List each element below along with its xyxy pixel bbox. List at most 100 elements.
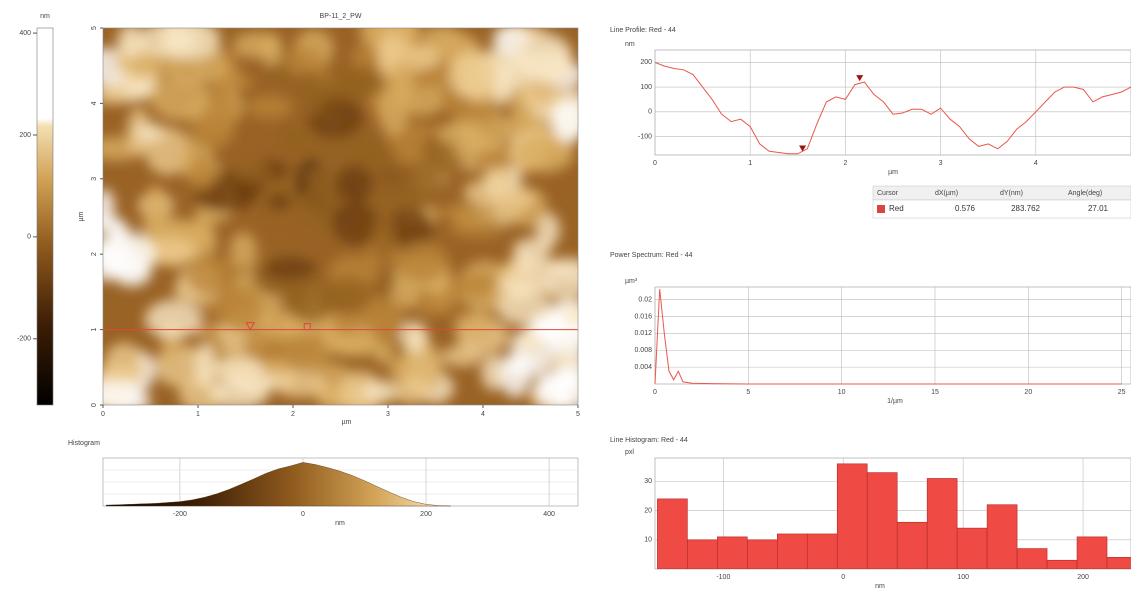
grain: [333, 130, 389, 164]
y-tick-label: 5: [91, 26, 98, 30]
grain: [372, 212, 396, 262]
y-axis-label: pxl: [625, 449, 634, 456]
content: BP-11_2_PW0 1 2 3 4 5012345µmµmnm-2000200400H…: [17, 13, 1131, 590]
colorbar-tick-label: -200: [17, 336, 31, 343]
grain: [393, 377, 430, 405]
grain: [380, 164, 445, 209]
grain: [481, 354, 507, 391]
y-tick-label: 30: [644, 478, 652, 485]
x-tick-label: 200: [420, 511, 432, 518]
grain: [134, 122, 165, 142]
y-tick-label: 2: [91, 252, 98, 256]
image-title: BP-11_2_PW: [320, 13, 362, 20]
bar: [1076, 536, 1108, 569]
texture: [103, 28, 578, 405]
grain: [519, 79, 562, 113]
grain: [263, 256, 317, 281]
grain: [457, 57, 479, 96]
table-header: Angle(deg): [1068, 190, 1102, 197]
grain: [103, 364, 136, 383]
x-tick-label: 1: [196, 411, 200, 418]
bar: [776, 533, 808, 569]
x-tick-label: 0: [841, 574, 845, 581]
y-axis-label: µm: [78, 211, 85, 221]
x-tick-label: 400: [543, 511, 555, 518]
grain: [117, 28, 145, 60]
grain: [144, 299, 202, 340]
image-cursor: [245, 322, 256, 331]
x-tick-label: 5: [746, 389, 750, 396]
table-header: Cursor: [877, 190, 899, 197]
grain: [266, 192, 292, 211]
colorbar: [36, 27, 54, 406]
plot-title: Line Profile: Red - 44: [610, 27, 676, 34]
grain: [258, 310, 304, 339]
grain: [144, 237, 197, 265]
grain: [103, 378, 144, 405]
x-tick-label: 0: [653, 389, 657, 396]
grain: [209, 377, 270, 405]
x-axis-label: nm: [875, 583, 885, 590]
grain: [484, 167, 513, 186]
table-cell: 27.01: [1088, 204, 1109, 213]
table-cell: Red: [889, 204, 904, 213]
x-axis-label: µm: [888, 169, 898, 176]
grain: [297, 70, 325, 118]
y-tick-label: 0: [91, 403, 98, 407]
grain: [229, 231, 257, 270]
table-cell: 283.762: [1011, 204, 1040, 213]
y-tick-label: 20: [644, 507, 652, 514]
bar: [806, 533, 838, 569]
y-tick-label: 200: [640, 59, 652, 66]
grain: [185, 255, 239, 297]
x-tick-label: 15: [931, 389, 939, 396]
y-tick-label: 3: [91, 177, 98, 181]
x-tick-label: -200: [173, 511, 187, 518]
histogram-area: [105, 462, 451, 507]
grain: [514, 331, 544, 354]
afm-image: [103, 28, 578, 405]
grain: [420, 28, 463, 51]
grain: [535, 212, 561, 248]
bar: [926, 478, 958, 569]
x-tick-label: 0: [653, 160, 657, 167]
colorbar-tick-label: 0: [27, 234, 31, 241]
cursor-marker: [799, 145, 807, 152]
grain: [103, 249, 123, 282]
grain: [188, 156, 217, 191]
x-tick-label: 1: [748, 160, 752, 167]
x-axis-label: µm: [342, 419, 352, 426]
y-axis-label: µm³: [625, 278, 638, 285]
grain: [331, 312, 360, 334]
grain: [436, 121, 483, 145]
bar: [717, 536, 748, 569]
grain: [218, 285, 263, 333]
x-tick-label: 4: [481, 411, 485, 418]
row-swatch: [877, 205, 885, 213]
plot-title: Power Spectrum: Red - 44: [610, 252, 693, 259]
x-tick-label: 5: [576, 411, 580, 418]
y-axis-label: nm: [625, 41, 635, 48]
grain: [262, 360, 293, 377]
grain: [274, 119, 304, 157]
colorbar-tick-label: 200: [19, 132, 31, 139]
grain: [391, 57, 414, 104]
grain: [194, 343, 217, 389]
y-tick-label: 0.012: [634, 330, 652, 337]
grain: [103, 215, 123, 234]
grain: [499, 351, 531, 398]
y-tick-label: -100: [638, 133, 652, 140]
grain: [495, 277, 556, 294]
x-tick-label: -100: [716, 574, 730, 581]
grain: [150, 77, 210, 121]
grain: [471, 149, 515, 175]
grain: [373, 339, 395, 365]
bar: [1046, 559, 1078, 569]
grain: [512, 257, 562, 276]
x-tick-label: 10: [838, 389, 846, 396]
grain: [246, 95, 293, 119]
grain: [449, 220, 507, 238]
y-tick-label: 0.016: [634, 313, 652, 320]
grain: [213, 73, 254, 92]
y-tick-label: 0.02: [638, 296, 652, 303]
